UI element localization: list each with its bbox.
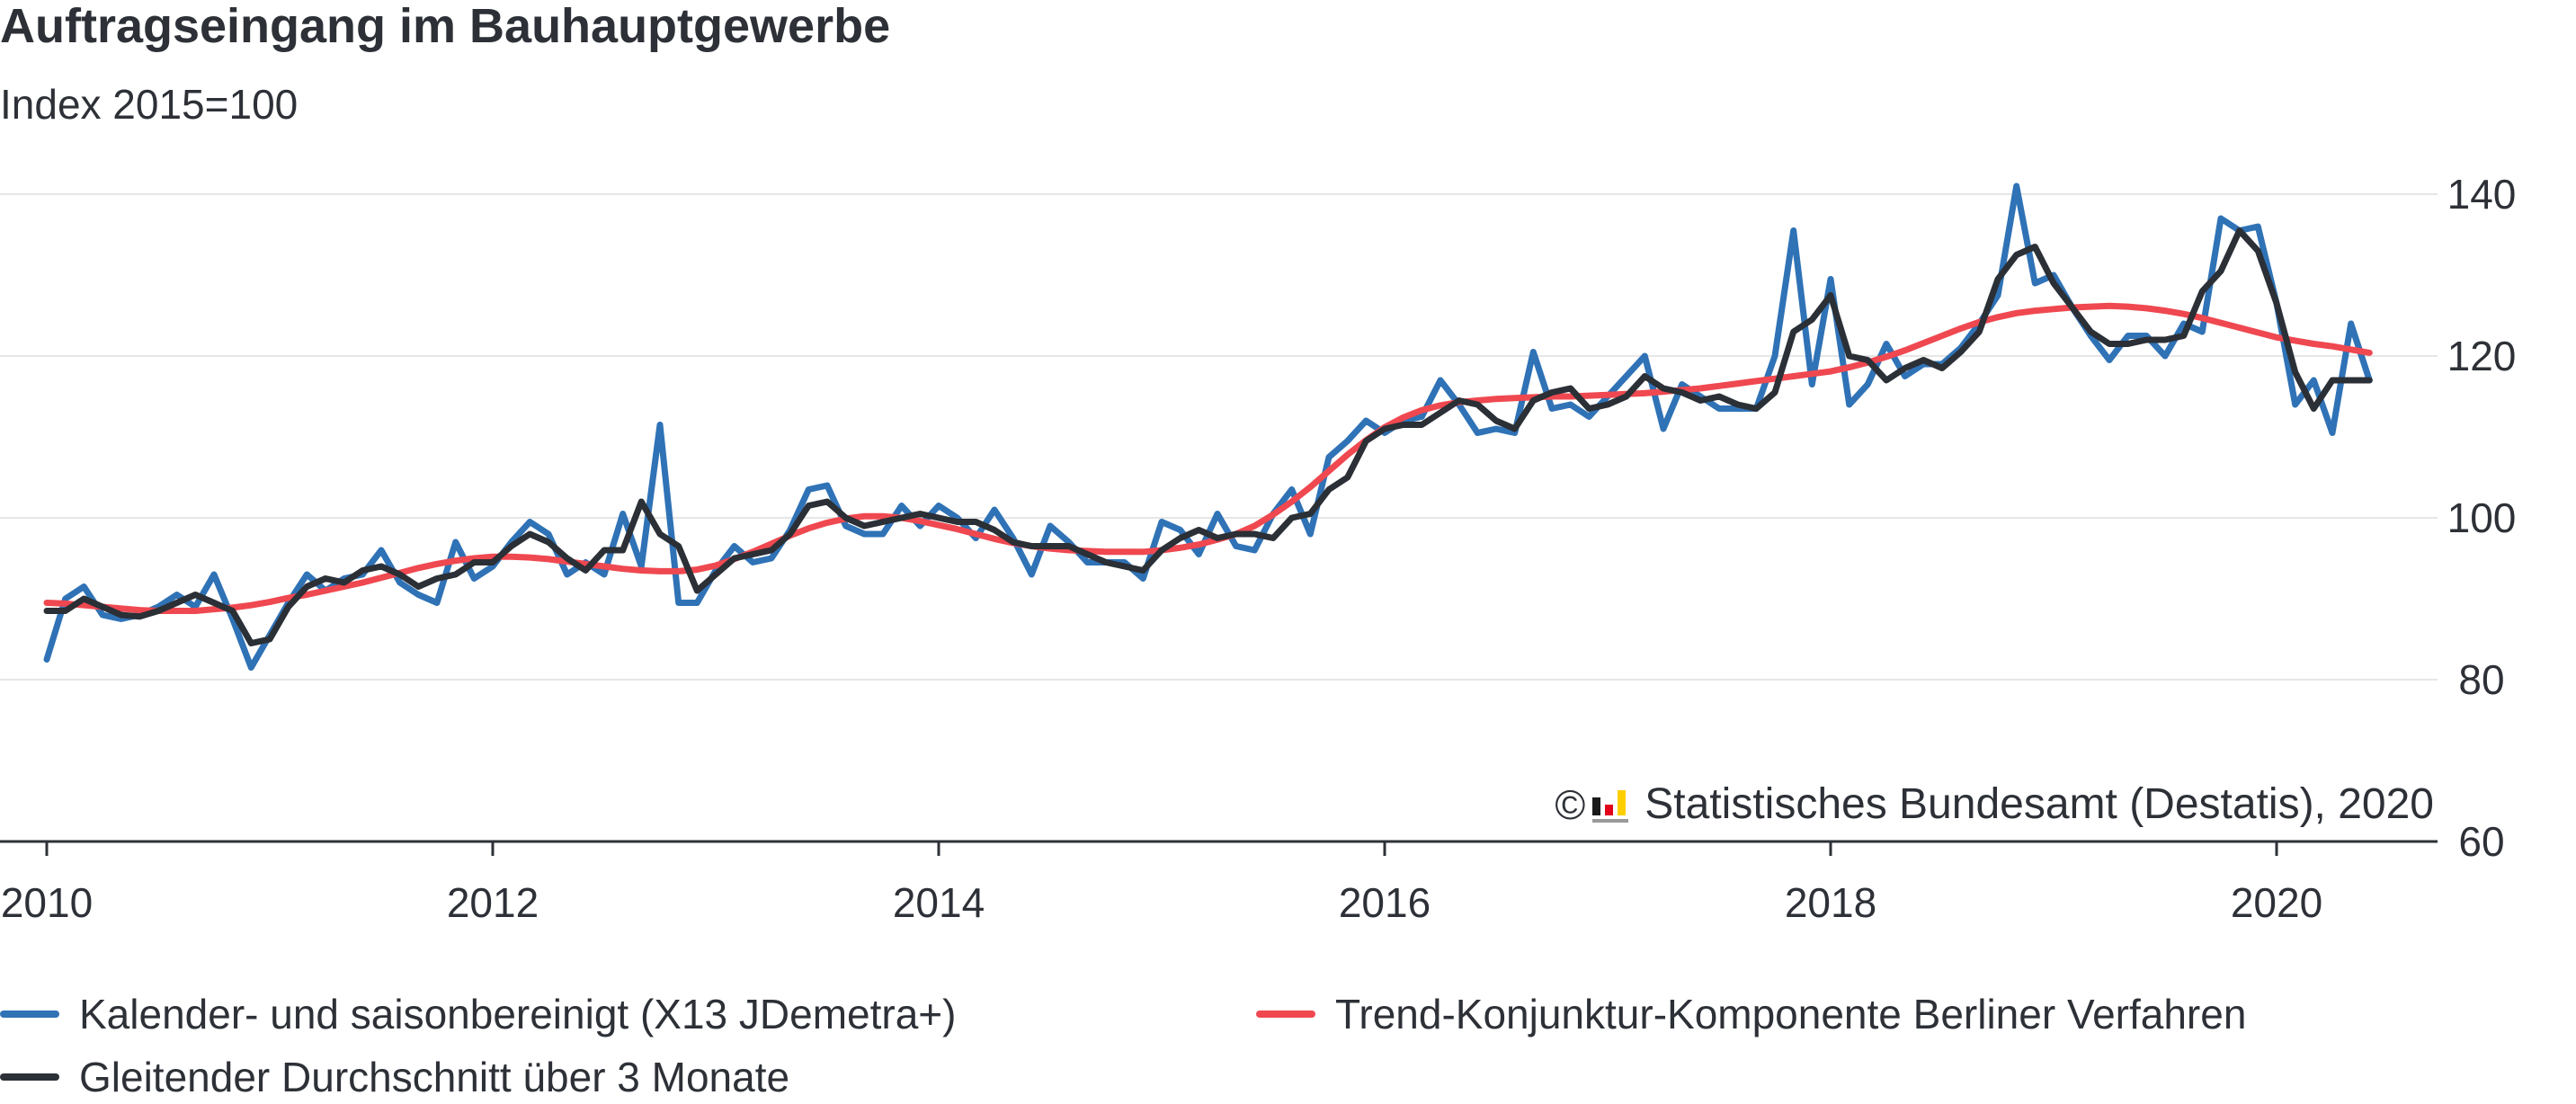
x-tick-label: 2010 — [1, 879, 93, 926]
y-tick-label: 60 — [2458, 818, 2504, 865]
legend-label: Kalender- und saisonbereinigt (X13 JDeme… — [79, 991, 957, 1037]
destatis-logo-icon — [1592, 787, 1632, 823]
gridlines — [0, 193, 2438, 681]
source-text: Statistisches Bundesamt (Destatis), 2020 — [1645, 780, 2434, 828]
x-axis: 2010 2012 2014 2016 2018 2020 — [0, 840, 2438, 926]
legend-item-seasonally-adjusted: Kalender- und saisonbereinigt (X13 JDeme… — [0, 991, 956, 1037]
y-tick-label: 140 — [2447, 171, 2517, 218]
chart-title: Auftragseingang im Bauhauptgewerbe — [0, 0, 891, 53]
legend-label: Trend-Konjunktur-Komponente Berliner Ver… — [1335, 991, 2247, 1037]
legend: Kalender- und saisonbereinigt (X13 JDeme… — [0, 980, 2576, 1104]
x-tick-label: 2016 — [1339, 879, 1431, 926]
y-axis-tick-labels: 60 80 100 120 140 — [2447, 171, 2517, 865]
series-lines — [43, 183, 2373, 671]
x-tick-label: 2014 — [893, 879, 985, 926]
legend-swatch-black — [0, 1073, 59, 1081]
line-chart: 60 80 100 120 140 2010 2012 2014 2016 2018 2020 — [0, 171, 2517, 926]
y-tick-label: 100 — [2447, 494, 2517, 541]
legend-item-trend-component: Trend-Konjunktur-Komponente Berliner Ver… — [1256, 991, 2246, 1037]
legend-item-moving-average: Gleitender Durchschnitt über 3 Monate — [0, 1054, 789, 1100]
legend-label: Gleitender Durchschnitt über 3 Monate — [79, 1054, 790, 1100]
series-line-trend-component — [43, 302, 2373, 614]
x-tick-label: 2012 — [447, 879, 539, 926]
y-tick-label: 80 — [2458, 656, 2504, 703]
copyright-icon: © — [1555, 781, 1586, 828]
legend-swatch-blue — [0, 1011, 59, 1018]
legend-swatch-red — [1256, 1011, 1315, 1018]
series-line-moving-average — [43, 227, 2373, 646]
y-tick-label: 120 — [2447, 333, 2517, 379]
x-tick-label: 2018 — [1785, 879, 1876, 926]
source-credit: © Statistisches Bundesamt (Destatis), 20… — [1555, 780, 2434, 829]
chart-subtitle: Index 2015=100 — [0, 81, 299, 128]
x-tick-label: 2020 — [2231, 879, 2322, 926]
series-line-seasonally-adjusted — [43, 183, 2373, 671]
